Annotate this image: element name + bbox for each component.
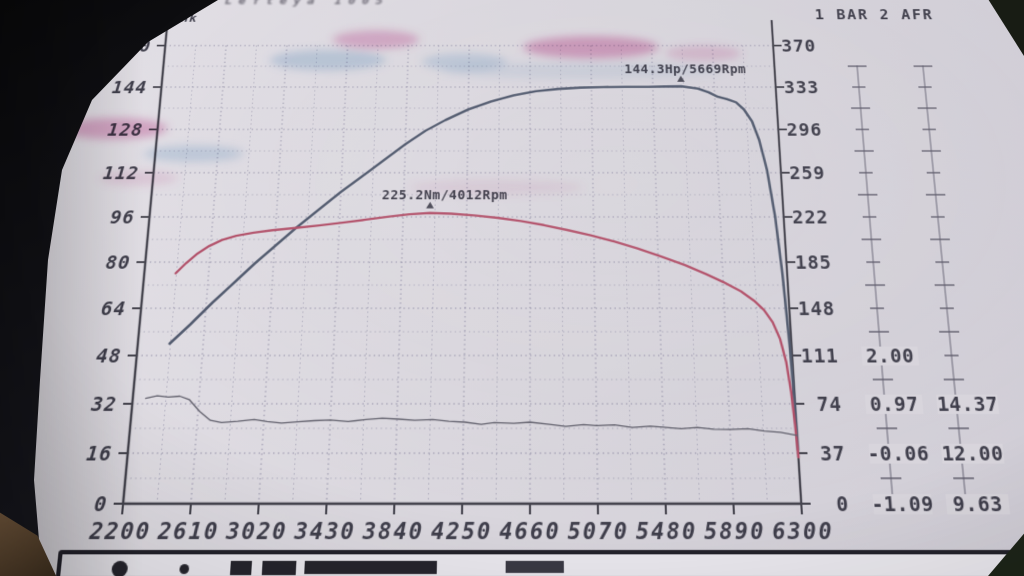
extra-axis-label: 12.00: [941, 443, 1005, 466]
extra-axis-label: 14.37: [936, 394, 999, 417]
y-left-tick-label: 64: [100, 299, 127, 321]
extra-axis-label: -0.06: [867, 443, 930, 466]
y-left-tick-label: 144: [111, 78, 148, 97]
y-left-tick-label: 0: [93, 493, 108, 517]
y-left-tick-label: 160: [115, 37, 152, 56]
table-mark: [261, 560, 297, 576]
series-power: [161, 86, 798, 450]
bar-afr-axes: 2.00 0.97 -0.06 -1.09 14.37 12.00 9.63: [838, 65, 1011, 517]
y-right-nm-label: 37: [819, 443, 846, 466]
results-table-partial: [49, 549, 1024, 576]
y-left-tick-label: 48: [95, 346, 122, 368]
y-right-nm-label: 0: [836, 493, 851, 517]
y-left-tick-label: 96: [109, 208, 135, 229]
x-tick-label: 4250: [431, 519, 493, 545]
x-tick-label: 3430: [293, 519, 357, 545]
extra-axis-label: 9.63: [952, 493, 1004, 517]
series-aux-trace: [142, 396, 797, 436]
y-right-nm-label: 185: [794, 253, 832, 274]
grid-layer: [123, 46, 801, 504]
y-left-tick-label: 80: [105, 253, 132, 274]
curves-layer: [140, 86, 798, 457]
y-right-nm-label: 370: [781, 37, 817, 56]
y-left-tick-label: 32: [89, 394, 118, 417]
left-axis-unit-label: Hk: [179, 12, 197, 24]
extra-axis-label: 0.97: [869, 394, 920, 417]
table-mark: [505, 560, 564, 573]
x-tick-label: 5480: [635, 519, 697, 545]
y-right-nm-label: 74: [816, 394, 843, 417]
table-mark: [229, 560, 253, 576]
x-tick-label: 6300: [772, 519, 835, 545]
y-right-nm-label: 296: [786, 121, 823, 141]
x-tick-label: 5070: [567, 519, 629, 545]
extra-axis-label: 2.00: [865, 346, 915, 368]
table-mark: [179, 564, 190, 575]
printout-header-text: Lefteya 1005: [224, 0, 390, 8]
y-right-nm-label: 148: [797, 299, 836, 321]
x-tick-label: 4660: [499, 519, 561, 545]
y-right-nm-label: 259: [789, 164, 826, 184]
x-tick-label: 3840: [361, 519, 424, 545]
y-right-nm-label: 222: [792, 208, 830, 229]
y-right-nm-label: 111: [800, 346, 839, 368]
right-axes-header: 1 BAR 2 AFR: [814, 7, 934, 23]
x-tick-label: 2610: [156, 519, 221, 545]
table-mark: [110, 560, 129, 576]
extra-axis-label: -1.09: [871, 493, 935, 517]
x-tick-label: 2200: [87, 519, 152, 545]
y-left-tick-label: 16: [85, 443, 113, 466]
dyno-chart: 1 BAR 2 AFR Hk 1601441281129680644832160…: [60, 7, 1011, 545]
table-mark: [304, 560, 437, 575]
x-tick-label: 5890: [704, 519, 767, 545]
series-torque: [160, 213, 798, 457]
y-right-nm-label: 333: [783, 78, 820, 97]
x-tick-label: 3020: [224, 519, 288, 545]
